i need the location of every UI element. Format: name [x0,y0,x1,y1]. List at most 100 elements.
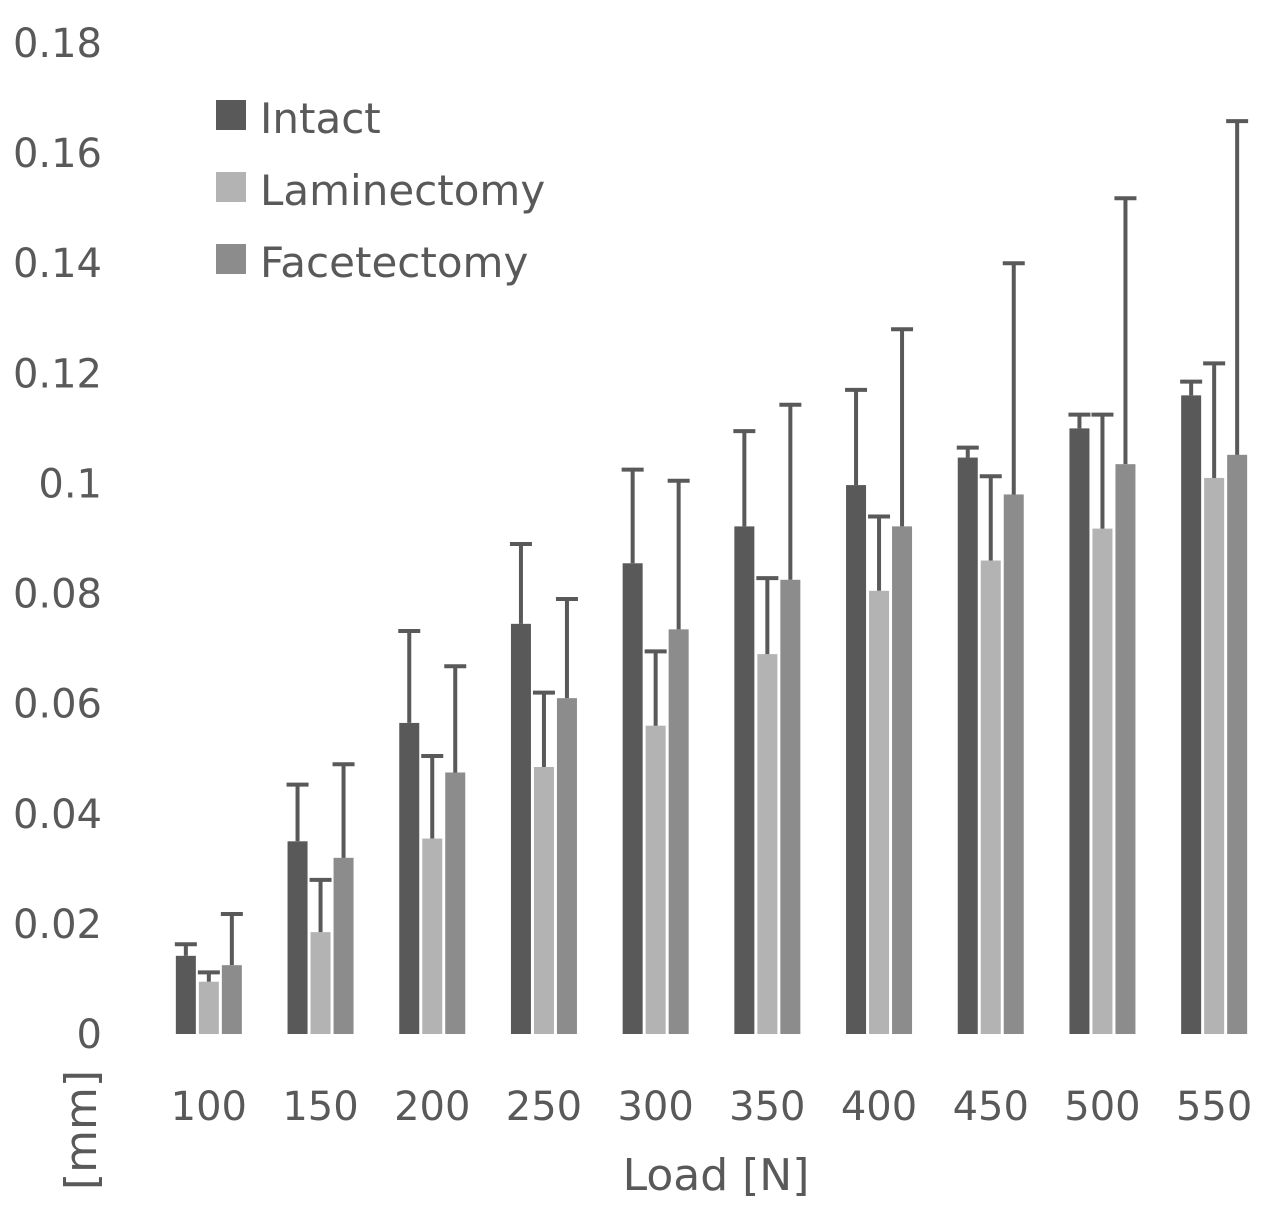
error-bar-laminectomy-200 [421,753,444,839]
bar-laminectomy-350 [757,654,778,1034]
bar-group-550 [1181,395,1248,1034]
bar-facetectomy-350 [780,579,801,1034]
x-tick-label: 500 [1064,1084,1140,1130]
bar-facetectomy-500 [1115,464,1136,1034]
x-tick-label: 200 [394,1084,470,1130]
bar-laminectomy-500 [1092,528,1113,1034]
legend-swatch [216,244,246,274]
bar-facetectomy-450 [1003,494,1024,1034]
bar-laminectomy-150 [310,932,331,1034]
bar-group-200 [399,722,466,1034]
bar-group-250 [510,623,577,1034]
error-bar-laminectomy-550 [1203,361,1226,478]
legend-item-laminectomy: Laminectomy [216,166,545,215]
legend-swatch [216,100,246,130]
bar-facetectomy-100 [221,965,242,1034]
bar-group-100 [175,955,242,1034]
bar-facetectomy-150 [333,857,354,1034]
bar-intact-350 [734,526,755,1034]
error-bar-facetectomy-500 [1114,196,1137,465]
bar-groups [175,395,1248,1035]
bar-facetectomy-300 [668,629,689,1034]
error-bar-facetectomy-450 [1002,261,1025,495]
y-tick-label: 0.02 [13,902,102,948]
error-bar-intact-400 [845,387,868,486]
bar-intact-100 [175,955,196,1034]
legend: Intact Laminectomy Facetectomy [216,94,545,287]
error-bar-intact-550 [1180,379,1203,396]
bar-intact-300 [622,563,643,1034]
bar-laminectomy-450 [980,560,1001,1034]
bar-laminectomy-250 [533,766,554,1034]
x-axis-title: Load [N] [623,1150,810,1201]
error-bar-facetectomy-250 [555,597,578,699]
legend-label: Laminectomy [260,166,545,215]
x-tick-label: 150 [282,1084,358,1130]
bar-laminectomy-100 [198,981,219,1034]
y-tick-label: 0.1 [38,461,102,507]
y-tick-label: 0.18 [13,21,102,67]
bar-group-450 [957,457,1024,1034]
x-tick-label: 450 [953,1084,1029,1130]
error-bar-laminectomy-300 [644,649,667,726]
error-bar-intact-450 [956,445,979,458]
bar-intact-400 [846,485,867,1035]
bar-facetectomy-250 [556,698,577,1034]
legend-label: Intact [260,94,381,143]
y-tick-label: 0.08 [13,572,102,618]
legend-item-facetectomy: Facetectomy [216,238,528,287]
error-bar-facetectomy-150 [332,762,355,858]
bar-intact-450 [957,457,978,1034]
x-axis-ticks: 100 150 200 250 300 350 400 450 500 550 [171,1084,1253,1130]
error-bar-facetectomy-100 [220,911,243,966]
error-bar-laminectomy-150 [309,877,332,933]
error-bar-intact-300 [621,467,644,564]
error-bar-intact-350 [733,429,756,527]
bar-facetectomy-200 [445,772,466,1034]
error-bar-facetectomy-350 [779,402,802,580]
error-bar-intact-150 [286,782,309,842]
error-bar-intact-200 [398,628,421,723]
legend-item-intact: Intact [216,94,381,143]
bar-group-500 [1069,428,1136,1034]
bar-intact-200 [399,722,420,1034]
bar-laminectomy-300 [645,725,666,1034]
error-bar-facetectomy-200 [444,664,467,773]
bar-intact-250 [510,623,531,1034]
bar-laminectomy-200 [422,838,443,1034]
error-bar-intact-500 [1068,412,1091,429]
bar-laminectomy-400 [869,590,890,1034]
bar-intact-550 [1181,395,1202,1034]
bar-group-350 [734,526,801,1034]
error-bar-facetectomy-300 [667,478,690,630]
bar-group-400 [846,485,913,1035]
x-tick-label: 400 [841,1084,917,1130]
y-tick-label: 0.14 [13,241,102,287]
y-tick-label: 0 [77,1012,102,1058]
y-tick-label: 0.16 [13,131,102,177]
error-bar-laminectomy-350 [756,576,779,655]
y-tick-label: 0.04 [13,792,102,838]
x-tick-label: 350 [729,1084,805,1130]
error-bar-laminectomy-500 [1091,412,1114,529]
bar-intact-150 [287,841,308,1034]
y-axis-title: [mm] [56,1070,107,1190]
y-axis-ticks: 0 0.02 0.04 0.06 0.08 0.1 0.12 0.14 0.16 0.18 [13,21,102,1058]
x-tick-label: 300 [617,1084,693,1130]
error-bars [174,119,1249,982]
bar-group-300 [622,563,689,1034]
bar-facetectomy-550 [1227,454,1248,1034]
error-bar-facetectomy-400 [891,327,914,527]
bar-laminectomy-550 [1204,477,1225,1034]
y-tick-label: 0.06 [13,682,102,728]
y-tick-label: 0.12 [13,351,102,397]
bar-intact-500 [1069,428,1090,1034]
error-bar-laminectomy-450 [979,474,1002,561]
x-tick-label: 250 [506,1084,582,1130]
error-bar-laminectomy-100 [197,970,220,982]
error-bar-laminectomy-400 [868,514,891,591]
legend-swatch [216,172,246,202]
x-tick-label: 550 [1176,1084,1252,1130]
bar-group-150 [287,841,354,1034]
